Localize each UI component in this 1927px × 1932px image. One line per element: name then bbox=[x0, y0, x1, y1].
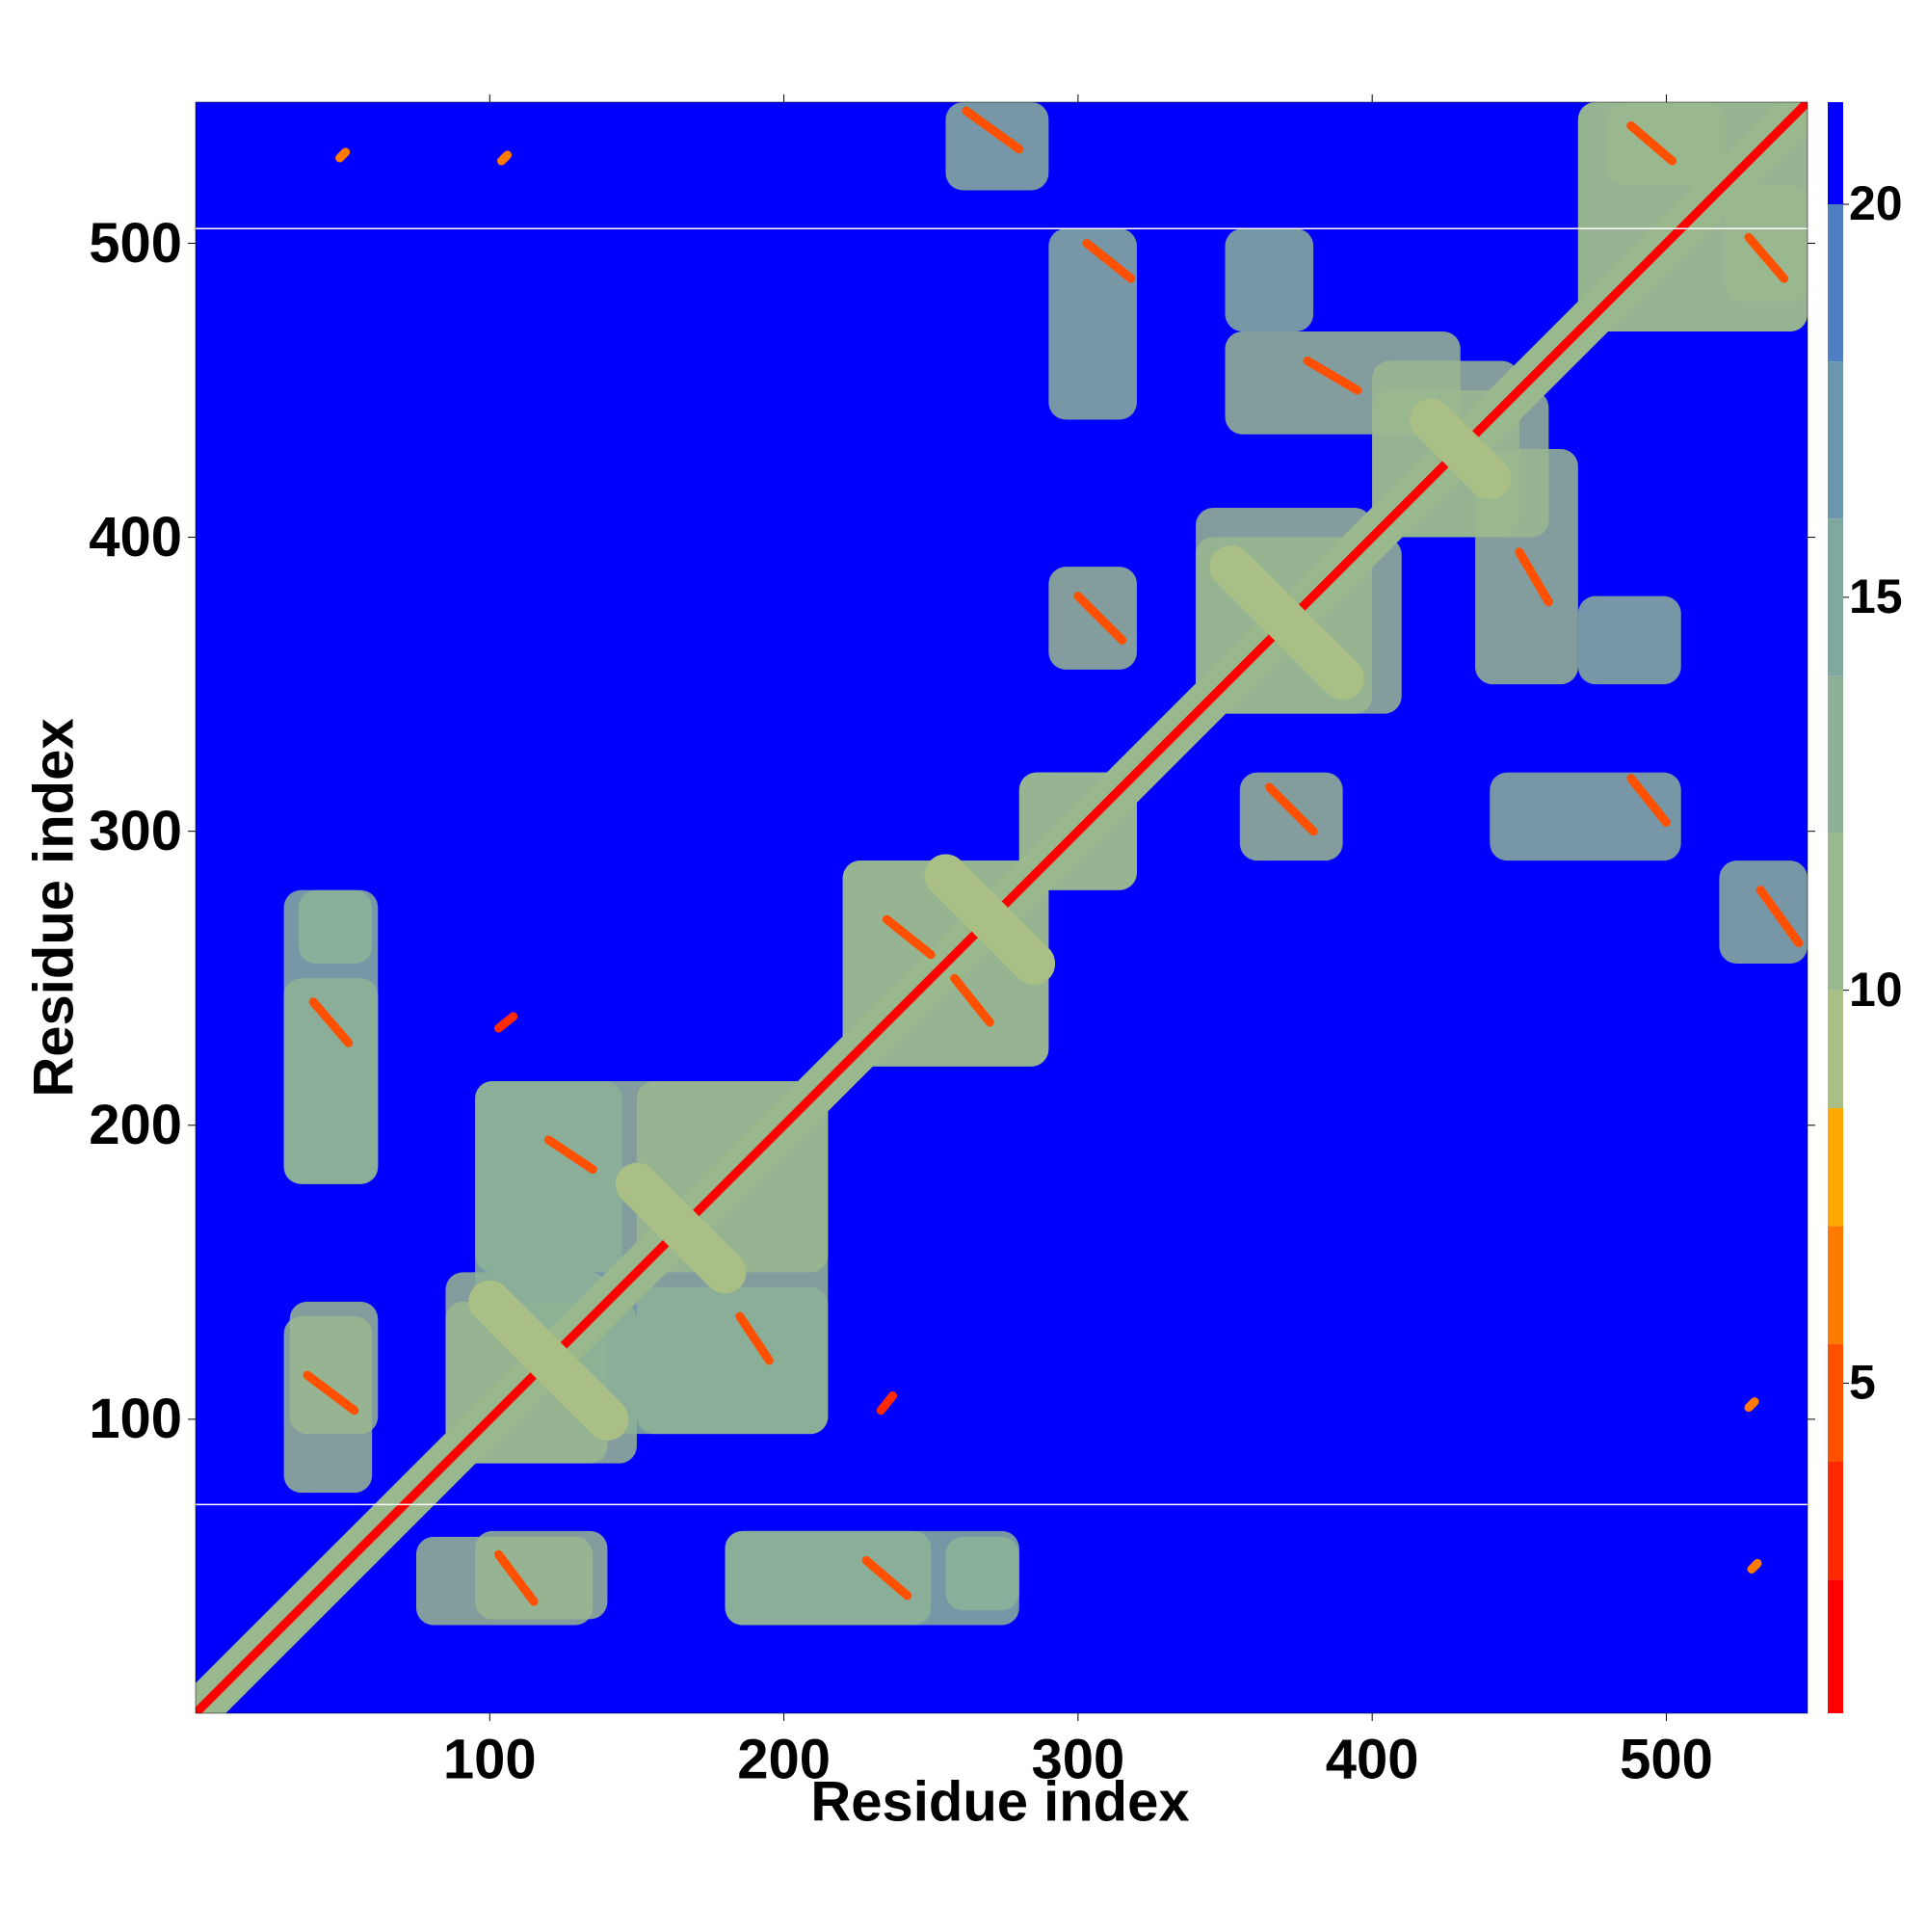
colorbar-band bbox=[1828, 1343, 1843, 1463]
contact-region bbox=[1239, 772, 1343, 861]
contact-line bbox=[1410, 398, 1512, 500]
contact-region bbox=[475, 1081, 622, 1332]
contact-line bbox=[1744, 1397, 1759, 1413]
contact-line bbox=[1082, 238, 1136, 283]
x-tick-label: 500 bbox=[1620, 1728, 1713, 1790]
colorbar-tick-label: 10 bbox=[1849, 963, 1903, 1017]
x-tick-label: 100 bbox=[443, 1728, 537, 1790]
contact-line bbox=[1755, 886, 1804, 948]
contact-region bbox=[945, 102, 1049, 191]
y-tick-label: 400 bbox=[89, 506, 182, 569]
contact-region bbox=[1719, 860, 1808, 964]
contact-line bbox=[493, 1549, 539, 1606]
x-tick-label: 300 bbox=[1031, 1728, 1124, 1790]
contact-line bbox=[335, 147, 351, 163]
contact-line bbox=[493, 1012, 518, 1033]
contact-line bbox=[303, 1370, 359, 1416]
y-tick-label: 300 bbox=[89, 800, 182, 862]
contact-region bbox=[1048, 228, 1137, 420]
colorbar-band bbox=[1828, 102, 1843, 205]
contact-line bbox=[1209, 545, 1364, 701]
contact-region bbox=[283, 889, 379, 1184]
x-axis-title: Residue index bbox=[810, 1770, 1189, 1833]
contact-line bbox=[1303, 356, 1362, 395]
colorbar-band bbox=[1828, 361, 1843, 519]
contact-region bbox=[1725, 184, 1808, 303]
colorbar-tick-label: 5 bbox=[1849, 1356, 1876, 1410]
contact-region bbox=[1225, 228, 1314, 331]
colorbar-band bbox=[1828, 1579, 1843, 1713]
contact-line bbox=[543, 1135, 597, 1175]
y-tick-label: 100 bbox=[89, 1388, 182, 1450]
contact-region bbox=[1048, 567, 1137, 670]
contact-line bbox=[1264, 782, 1318, 836]
contact-line bbox=[1515, 547, 1553, 607]
contact-line bbox=[497, 150, 513, 166]
contact-line bbox=[950, 973, 994, 1027]
x-tick-label: 400 bbox=[1326, 1728, 1419, 1790]
contact-line bbox=[861, 1555, 912, 1601]
contact-region bbox=[1607, 102, 1726, 185]
colorbar-band bbox=[1828, 1107, 1843, 1227]
y-tick-label: 200 bbox=[89, 1094, 182, 1156]
contact-region bbox=[1577, 595, 1681, 685]
y-axis-title: Residue index bbox=[22, 718, 85, 1097]
contact-line bbox=[735, 1311, 774, 1365]
contact-line bbox=[962, 106, 1024, 154]
colorbar-band bbox=[1828, 1462, 1843, 1580]
colorbar-band bbox=[1828, 518, 1843, 676]
colorbar-tick-label: 20 bbox=[1849, 176, 1903, 230]
colorbar-band bbox=[1828, 990, 1843, 1108]
contact-region bbox=[283, 1316, 373, 1494]
heatmap bbox=[196, 102, 1808, 1713]
contact-line bbox=[924, 854, 1056, 985]
contact-region bbox=[415, 1536, 594, 1626]
contact-line bbox=[1744, 232, 1789, 283]
contact-line bbox=[468, 1280, 629, 1441]
colorbar-tick-label: 15 bbox=[1849, 569, 1903, 623]
contact-line bbox=[876, 1390, 898, 1416]
contact-line bbox=[1073, 592, 1127, 645]
colorbar-band bbox=[1828, 204, 1843, 362]
contact-line bbox=[882, 914, 936, 960]
y-tick-label: 500 bbox=[89, 212, 182, 275]
contact-region bbox=[1490, 772, 1681, 861]
contact-region bbox=[725, 1530, 1019, 1626]
contact-line bbox=[615, 1162, 747, 1294]
contact-line bbox=[1747, 1558, 1762, 1574]
contact-line bbox=[308, 997, 354, 1047]
colorbar-band bbox=[1828, 1226, 1843, 1344]
contact-line bbox=[1626, 120, 1677, 166]
contact-region bbox=[577, 1286, 829, 1435]
colorbar-band bbox=[1828, 833, 1843, 991]
x-tick-label: 200 bbox=[737, 1728, 831, 1790]
contact-line bbox=[1626, 774, 1671, 828]
plot-frame bbox=[195, 101, 1808, 1714]
colorbar-band bbox=[1828, 675, 1843, 834]
